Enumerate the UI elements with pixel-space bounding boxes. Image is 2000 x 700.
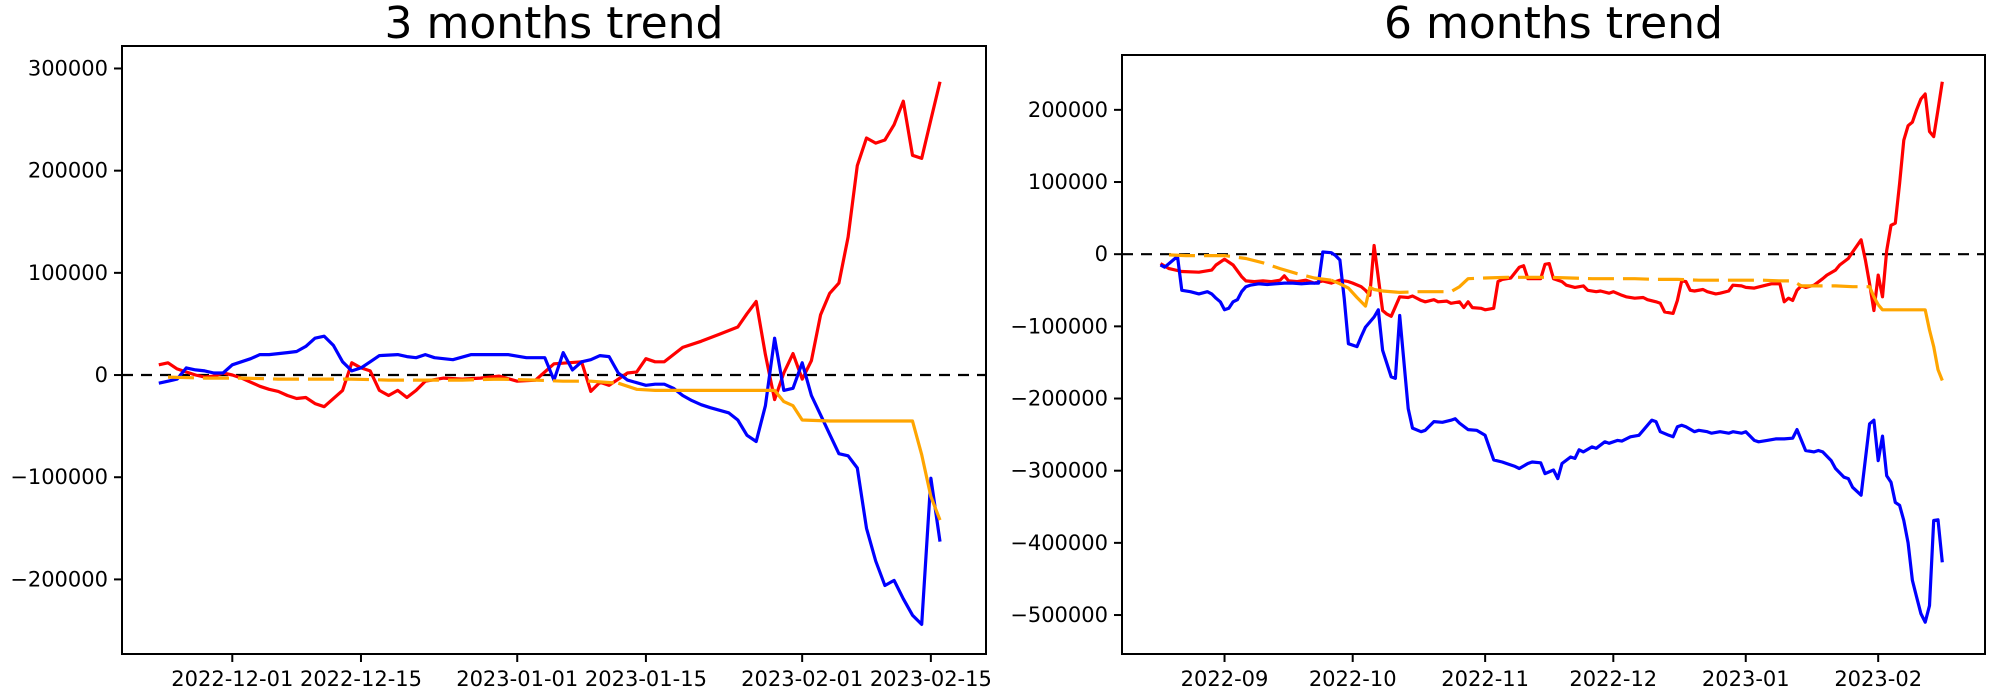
- chart-0: 2022-12-01 2022-12-15 2023-01-01 2023-01-15…: [10, 45, 992, 691]
- chart-title-3-months: 3 months trend: [384, 0, 724, 49]
- chart-1-series-orange-line: [1382, 275, 1880, 306]
- chart-0-series-orange-line: [167, 375, 619, 385]
- chart-0-series-blue-line: [158, 334, 942, 627]
- x-tick-label: 2023-01-15: [585, 667, 707, 691]
- y-tick-label: 100000: [28, 261, 108, 285]
- x-tick-label: 2022-12: [1569, 667, 1657, 691]
- y-tick-label: −500000: [1010, 603, 1108, 627]
- x-tick-label: 2022-10: [1309, 667, 1397, 691]
- y-tick-label: 0: [1095, 242, 1108, 266]
- y-tick-label: 200000: [1028, 98, 1108, 122]
- y-tick-label: −400000: [1010, 531, 1108, 555]
- y-tick-label: −200000: [10, 567, 108, 591]
- chart-1-series-orange-line: [1168, 253, 1332, 282]
- x-tick-label: 2022-09: [1181, 667, 1269, 691]
- x-tick-label: 2023-02: [1834, 667, 1922, 691]
- chart-1: 2022-09 2022-10 2022-11 2022-12 2023-01 2023-…: [1010, 54, 1986, 691]
- chart-1-series-orange-line: [1330, 278, 1383, 308]
- y-tick-label: 0: [95, 363, 108, 387]
- x-tick-label: 2022-11: [1441, 667, 1529, 691]
- plot-frame: [1121, 54, 1986, 655]
- x-tick-label: 2023-02-01: [741, 667, 863, 691]
- plot-frame: [121, 45, 987, 655]
- y-tick-label: −300000: [1010, 459, 1108, 483]
- x-tick-label: 2023-01: [1702, 667, 1790, 691]
- x-tick-label: 2023-02-15: [870, 667, 992, 691]
- y-tick-label: −100000: [10, 465, 108, 489]
- y-tick-label: 200000: [28, 159, 108, 183]
- y-tick-label: −100000: [1010, 314, 1108, 338]
- chart-0-series-orange-line: [617, 381, 942, 521]
- y-tick-label: 100000: [1028, 170, 1108, 194]
- chart-1-series-blue-line: [1159, 250, 1944, 624]
- chart-1-series-red-line: [1159, 81, 1944, 318]
- x-tick-label: 2022-12-01: [171, 667, 293, 691]
- chart-0-series-red-line: [158, 81, 942, 409]
- chart-title-6-months: 6 months trend: [1384, 0, 1723, 49]
- y-tick-label: 300000: [28, 56, 108, 80]
- x-tick-label: 2022-12-15: [300, 667, 422, 691]
- chart-1-series-orange-line: [1876, 303, 1944, 382]
- x-tick-label: 2023-01-01: [456, 667, 578, 691]
- y-tick-label: −200000: [1010, 387, 1108, 411]
